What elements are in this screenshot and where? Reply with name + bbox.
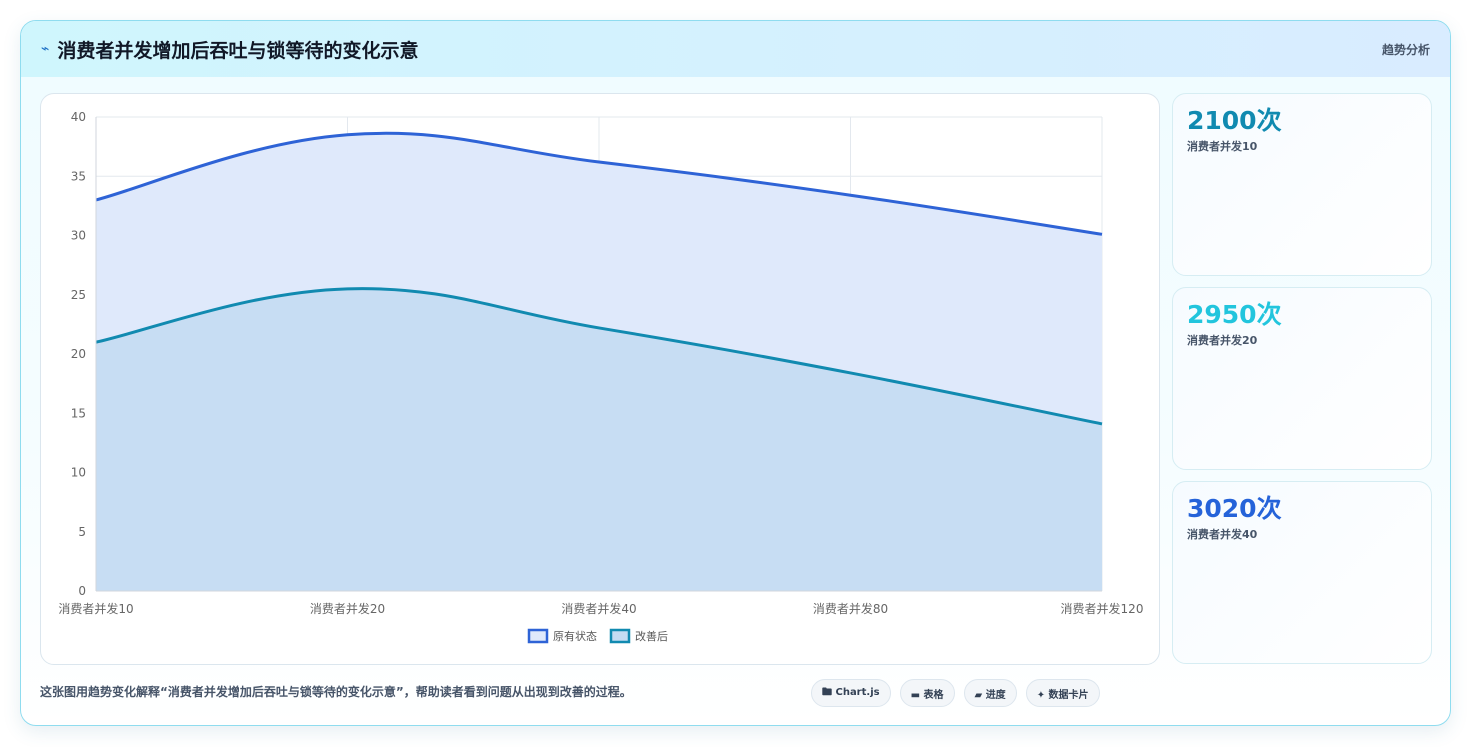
series-line-1 xyxy=(95,131,1103,236)
legend-swatch-2 xyxy=(609,628,631,644)
y-tick-label: 10 xyxy=(71,466,86,480)
y-tick-label: 20 xyxy=(71,347,86,361)
trend-icon: ⌁ xyxy=(41,41,50,57)
dashboard-card: ⌁ 消费者并发增加后吞吐与锁等待的变化示意 趋势分析 0 5 10 15 20 25 30 3… xyxy=(20,20,1451,726)
pill-chartjs[interactable]: 🖿 Chart.js xyxy=(811,679,891,707)
pill-table[interactable]: ▬ 表格 xyxy=(899,679,955,707)
chart-description: 这张图用趋势变化解释“消费者并发增加后吞吐与锁等待的变化示意”，帮助读者看到问题… xyxy=(40,685,632,699)
feature-pills: 🖿 Chart.js ▬ 表格 ▰ 进度 ✦ 数据卡片 xyxy=(811,679,1100,707)
y-tick-label: 30 xyxy=(71,229,86,243)
pill-data-cards[interactable]: ✦ 数据卡片 xyxy=(1025,679,1100,707)
x-tick-label: 消费者并发80 xyxy=(813,601,888,616)
series-area-2 xyxy=(96,288,1102,591)
kpi-card-2: 2950次 消费者并发20 xyxy=(1172,287,1432,470)
legend-swatch-1 xyxy=(527,628,549,644)
x-tick-label: 消费者并发120 xyxy=(1061,601,1144,616)
kpi-label: 消费者并发10 xyxy=(1187,140,1258,153)
y-tick-label: 35 xyxy=(71,169,86,183)
kpi-label: 消费者并发20 xyxy=(1187,334,1258,347)
analysis-tag: 趋势分析 xyxy=(1381,42,1430,57)
x-tick-label: 消费者并发40 xyxy=(561,601,636,616)
kpi-value: 3020次 xyxy=(1187,494,1282,523)
card-header: ⌁ 消费者并发增加后吞吐与锁等待的变化示意 趋势分析 xyxy=(21,21,1450,77)
y-tick-label: 0 xyxy=(78,584,86,598)
kpi-value: 2950次 xyxy=(1187,300,1282,329)
y-tick-label: 15 xyxy=(71,406,86,420)
kpi-card-1: 2100次 消费者并发10 xyxy=(1172,93,1432,276)
legend-label-2: 改善后 xyxy=(635,629,668,643)
kpi-label: 消费者并发40 xyxy=(1187,528,1258,541)
kpi-card-3: 3020次 消费者并发40 xyxy=(1172,481,1432,664)
y-tick-label: 40 xyxy=(71,110,86,124)
x-tick-label: 消费者并发20 xyxy=(310,601,385,616)
page-title: 消费者并发增加后吞吐与锁等待的变化示意 xyxy=(57,39,419,62)
pill-progress[interactable]: ▰ 进度 xyxy=(963,679,1017,707)
legend-label-1: 原有状态 xyxy=(553,629,597,643)
series-line-2 xyxy=(95,287,1103,426)
area-chart: 0 5 10 15 20 25 30 35 40 消费者并发10 消费者并发20 消费者并发40 消费者… xyxy=(58,110,1144,644)
kpi-value: 2100次 xyxy=(1187,106,1282,135)
chart-panel: 0 5 10 15 20 25 30 35 40 消费者并发10 消费者并发20 消费者并发40 消费者… xyxy=(40,93,1160,665)
y-tick-label: 5 xyxy=(78,525,86,539)
x-tick-label: 消费者并发10 xyxy=(58,601,133,616)
y-tick-label: 25 xyxy=(71,288,86,302)
